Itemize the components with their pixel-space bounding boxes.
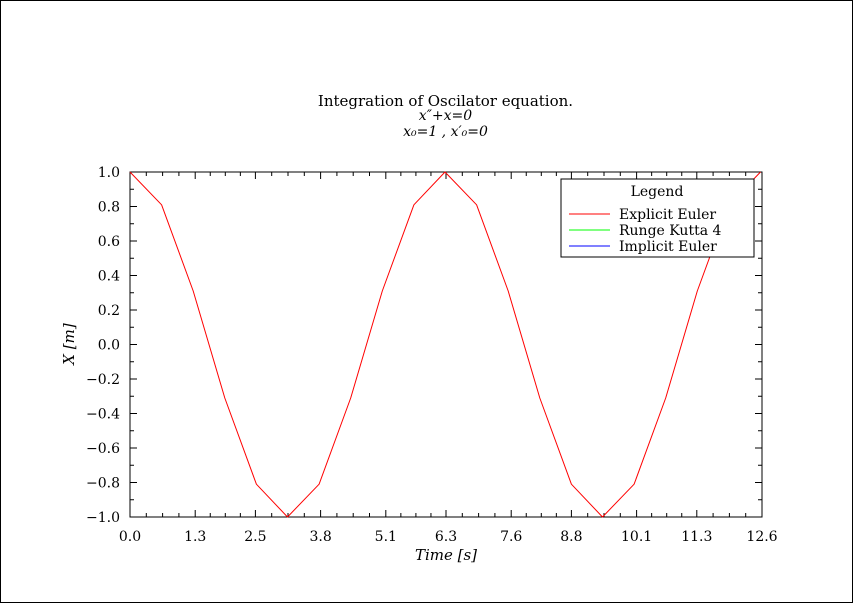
- legend-label-runge-kutta-4: Runge Kutta 4: [619, 223, 721, 239]
- y-tick-label: 1.0: [98, 165, 120, 181]
- y-tick-label: 0.8: [98, 200, 120, 216]
- series-line-0: [129, 171, 761, 518]
- y-tick-label: 0.0: [98, 338, 120, 354]
- y-tick-label: 0.4: [98, 269, 120, 285]
- chart-title: Integration of Oscilator equation.: [317, 92, 574, 110]
- x-axis-label: Time [s]: [415, 546, 477, 564]
- x-tick-label: 5.1: [375, 529, 397, 545]
- x-tick-label: 7.6: [500, 529, 522, 545]
- legend-box: [560, 178, 755, 258]
- x-tick-label: 10.1: [621, 529, 652, 545]
- y-tick-label: −1.0: [86, 510, 120, 526]
- y-tick-label: −0.4: [86, 407, 120, 423]
- legend-label-implicit-euler: Implicit Euler: [619, 239, 717, 255]
- y-tick-label: −0.8: [86, 476, 120, 492]
- x-tick-labels: 0.0 1.3 2.5 3.8 5.1 6.3 7.6 8.8 10.1 11.3 12.6: [119, 529, 778, 545]
- y-tick-label: −0.6: [86, 441, 120, 457]
- chart-initial-conditions: x₀=1 , x′₀=0: [403, 124, 488, 140]
- y-tick-label: 0.6: [98, 234, 120, 250]
- x-tick-label: 6.3: [435, 529, 457, 545]
- x-tick-label: 0.0: [119, 529, 141, 545]
- chart-equation: x″+x=0: [418, 108, 473, 124]
- x-tick-label: 12.6: [746, 529, 777, 545]
- legend-title: Legend: [631, 184, 684, 200]
- y-tick-label: 0.2: [98, 303, 120, 319]
- y-tick-label: −0.2: [86, 372, 120, 388]
- x-tick-label: 3.8: [309, 529, 331, 545]
- x-tick-label: 11.3: [681, 529, 712, 545]
- x-tick-label: 8.8: [560, 529, 582, 545]
- y-axis-label: X [m]: [60, 323, 78, 366]
- x-tick-label: 1.3: [184, 529, 206, 545]
- legend: Legend Explicit Euler Runge Kutta 4 Impl…: [560, 178, 755, 258]
- x-tick-label: 2.5: [244, 529, 266, 545]
- y-tick-labels: 1.0 0.8 0.6 0.4 0.2 0.0 −0.2 −0.4 −0.6 −0.8 −1.0: [86, 165, 120, 526]
- legend-label-explicit-euler: Explicit Euler: [619, 207, 716, 223]
- axis-ticks: [129, 171, 763, 518]
- series-layer: [129, 171, 761, 518]
